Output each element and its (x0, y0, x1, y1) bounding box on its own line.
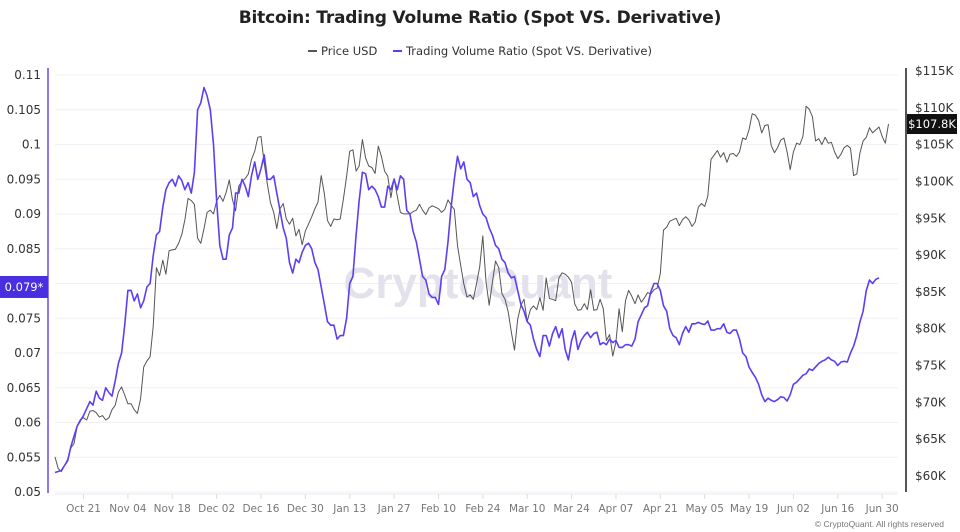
x-tick-label: Jun 16 (820, 503, 854, 515)
x-tick-label: May 19 (730, 503, 768, 515)
current-price-badge-label: $107.8K (908, 117, 956, 131)
y-left-tick-label: 0.095 (7, 172, 41, 186)
x-tick-label: Jan 13 (332, 503, 366, 515)
current-price-badge (907, 114, 957, 135)
y-right-tick-label: $65K (915, 432, 947, 446)
x-tick-label: Nov 18 (154, 503, 191, 515)
y-right-tick-label: $70K (915, 395, 947, 409)
y-left-tick-label: 0.1 (22, 138, 41, 152)
x-tick-label: Jan 27 (377, 503, 411, 515)
series (54, 86, 889, 474)
x-axis: Oct 21 Nov 04 Nov 18 Dec 02 Dec 16 Dec 30 Jan … (55, 493, 899, 515)
y-left-tick-label: 0.055 (7, 450, 41, 464)
x-tick-label: Apr 07 (599, 503, 634, 515)
y-right-tick-label: $90K (915, 248, 947, 262)
x-tick-label: Oct 21 (66, 503, 101, 515)
y-right-tick-label: $95K (915, 211, 947, 225)
current-ratio-badge-label: 0.079* (5, 280, 44, 294)
legend-label-ratio: Trading Volume Ratio (Spot VS. Derivativ… (405, 44, 652, 58)
y-right-tick-label: $105K (915, 138, 955, 152)
y-left-tick-label: 0.105 (7, 103, 41, 117)
x-tick-label: Dec 02 (198, 503, 235, 515)
legend-swatch-price (308, 50, 318, 52)
x-tick-label: Jun 30 (865, 503, 899, 515)
x-tick-label: Nov 04 (109, 503, 147, 515)
y-left-tick-label: 0.11 (14, 68, 41, 82)
y-left-tick-label: 0.065 (7, 381, 41, 395)
series-line-volume-ratio (54, 86, 880, 474)
legend-label-price: Price USD (321, 44, 378, 58)
y-left-tick-label: 0.085 (7, 242, 41, 256)
y-right-tick-label: $110K (915, 101, 955, 115)
x-tick-label: Dec 30 (287, 503, 324, 515)
legend-item-price[interactable]: Price USD (308, 44, 377, 58)
series-line-price-usd (54, 105, 889, 473)
x-tick-label: Feb 24 (465, 503, 501, 515)
x-tick-label: Jun 02 (776, 503, 810, 515)
badges: 0.079* $107.8K (0, 114, 957, 298)
x-tick-label: Dec 16 (242, 503, 279, 515)
y-left-tick-label: 0.05 (14, 485, 41, 499)
y-right-tick-label: $100K (915, 174, 955, 188)
y-left-tick-label: 0.07 (14, 346, 41, 360)
x-tick-label: Apr 21 (643, 503, 678, 515)
y-axis-right: $60K $65K $70K $75K $80K $85K $90K $95K $100K $10… (905, 64, 955, 492)
x-tick-label: Mar 24 (553, 503, 590, 515)
legend-swatch-ratio (392, 50, 402, 52)
y-left-tick-label: 0.06 (14, 416, 41, 430)
legend: Price USD Trading Volume Ratio (Spot VS.… (0, 41, 960, 58)
y-left-tick-label: 0.09 (14, 207, 41, 221)
y-right-tick-label: $75K (915, 359, 947, 373)
x-tick-label: Mar 10 (509, 503, 546, 515)
chart-title: Bitcoin: Trading Volume Ratio (Spot VS. … (238, 8, 722, 28)
y-left-tick-label: 0.075 (7, 311, 41, 325)
current-ratio-badge (0, 275, 48, 298)
x-tick-label: Feb 10 (421, 503, 456, 515)
y-right-tick-label: $60K (915, 469, 947, 483)
copyright-credit: © CryptoQuant. All rights reserved (814, 519, 944, 529)
x-tick-label: May 05 (685, 503, 723, 515)
y-right-tick-label: $115K (915, 64, 955, 78)
y-right-tick-label: $80K (915, 322, 947, 336)
watermark: CryptoQuant (344, 259, 613, 308)
y-right-tick-label: $85K (915, 285, 947, 299)
legend-item-ratio[interactable]: Trading Volume Ratio (Spot VS. Derivativ… (392, 44, 652, 58)
